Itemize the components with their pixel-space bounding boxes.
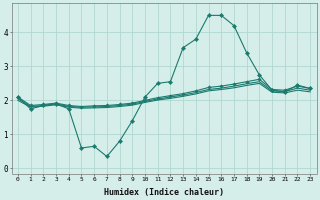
X-axis label: Humidex (Indice chaleur): Humidex (Indice chaleur) [104, 188, 224, 197]
